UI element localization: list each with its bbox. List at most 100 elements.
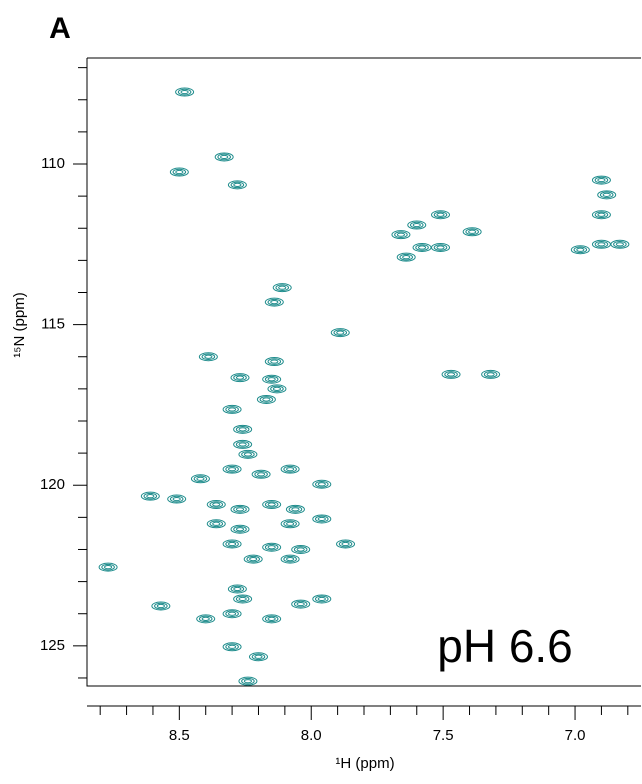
peak xyxy=(227,180,247,190)
peak-contour xyxy=(317,516,326,522)
peak-contour xyxy=(312,479,332,489)
peak-contour xyxy=(201,616,210,621)
peak-contour xyxy=(225,465,239,473)
peak-contour xyxy=(264,543,279,551)
peak-contour xyxy=(230,373,250,383)
peak xyxy=(230,504,250,514)
peak-contour xyxy=(415,244,429,251)
peak-contour xyxy=(227,467,237,472)
peak-contour xyxy=(486,372,495,377)
peak-contour xyxy=(243,554,263,564)
peak xyxy=(330,328,350,338)
peak-contour xyxy=(462,227,482,237)
peak-contour xyxy=(465,228,479,236)
peak-contour xyxy=(249,557,258,562)
peak-contour xyxy=(291,544,311,554)
peak xyxy=(222,404,242,414)
peak xyxy=(169,167,189,177)
peak-contour xyxy=(209,520,224,528)
peak-contour xyxy=(259,396,274,403)
x-tick-label: 7.5 xyxy=(433,727,454,744)
peak-contour xyxy=(597,242,606,247)
peak-contour xyxy=(248,652,268,662)
peak-contour xyxy=(101,563,115,571)
peak-contour xyxy=(283,465,297,473)
x-tick-label: 7.0 xyxy=(565,727,586,744)
y-tick-label: 120 xyxy=(40,476,65,493)
peak xyxy=(280,519,300,529)
peak-contour xyxy=(433,211,448,219)
peak-contour xyxy=(597,212,606,217)
peak-contour xyxy=(396,232,406,237)
peak xyxy=(222,642,242,652)
peak-contour xyxy=(220,154,229,160)
peak-contour xyxy=(212,521,221,526)
x-tick-label: 8.5 xyxy=(169,727,190,744)
peak-contour xyxy=(233,439,253,449)
peak-contour xyxy=(262,397,271,402)
peak-contour xyxy=(468,229,477,234)
peak-contour xyxy=(409,221,424,229)
peak xyxy=(238,449,258,459)
peak-contour xyxy=(264,357,284,367)
y-tick-label: 125 xyxy=(40,637,65,654)
peak-contour xyxy=(238,442,247,447)
peak xyxy=(280,554,300,564)
peak-contour xyxy=(436,212,445,217)
peak xyxy=(190,474,210,484)
peak-contour xyxy=(227,407,237,412)
peak-contour xyxy=(597,177,606,183)
peak xyxy=(610,239,630,249)
peak-contour xyxy=(602,192,611,197)
peak-contour xyxy=(402,255,411,260)
peak-contour xyxy=(412,222,421,228)
peak-contour xyxy=(267,502,276,507)
peak-contour xyxy=(391,230,411,240)
peak xyxy=(262,374,282,384)
peak-contour xyxy=(286,557,295,562)
peak xyxy=(597,190,617,200)
x-tick-label: 8.0 xyxy=(301,727,322,744)
peak xyxy=(222,539,242,549)
peak xyxy=(230,373,250,383)
peak-contour xyxy=(591,210,611,220)
peak-contour xyxy=(270,385,284,393)
peak xyxy=(481,369,501,379)
peak xyxy=(285,504,305,514)
peak-contour xyxy=(193,475,208,483)
peak-contour xyxy=(262,614,282,624)
peak xyxy=(222,609,242,619)
peak-contour xyxy=(280,464,300,474)
peak-contour xyxy=(264,297,284,307)
peak-contour xyxy=(280,519,300,529)
peak-contour xyxy=(267,545,276,550)
peak-contour xyxy=(267,377,276,382)
panel-label: A xyxy=(49,12,71,45)
peak-contour xyxy=(217,153,231,161)
peak-contour xyxy=(227,584,247,594)
peak-contour xyxy=(293,546,308,553)
y-tick-label: 110 xyxy=(41,155,65,172)
peak-contour xyxy=(288,506,303,513)
peak-contour xyxy=(312,594,332,604)
peak-contour xyxy=(246,555,260,563)
peak xyxy=(570,245,590,255)
peak-contour xyxy=(267,384,287,394)
y-tick-label: 115 xyxy=(41,316,65,333)
peak-contour xyxy=(291,507,300,512)
peak xyxy=(267,384,287,394)
peak-contour xyxy=(594,176,609,184)
peak xyxy=(441,369,461,379)
peak-contour xyxy=(254,471,268,478)
peak-contour xyxy=(314,480,329,488)
peak-contour xyxy=(175,87,195,97)
peak-contour xyxy=(446,372,456,377)
peak xyxy=(196,614,216,624)
peak xyxy=(238,676,258,686)
peak xyxy=(431,243,451,253)
peak-contour xyxy=(206,519,226,529)
x-axis-label: ¹H (ppm) xyxy=(335,755,394,772)
peak-contour xyxy=(286,521,295,526)
peak-contour xyxy=(222,609,242,619)
